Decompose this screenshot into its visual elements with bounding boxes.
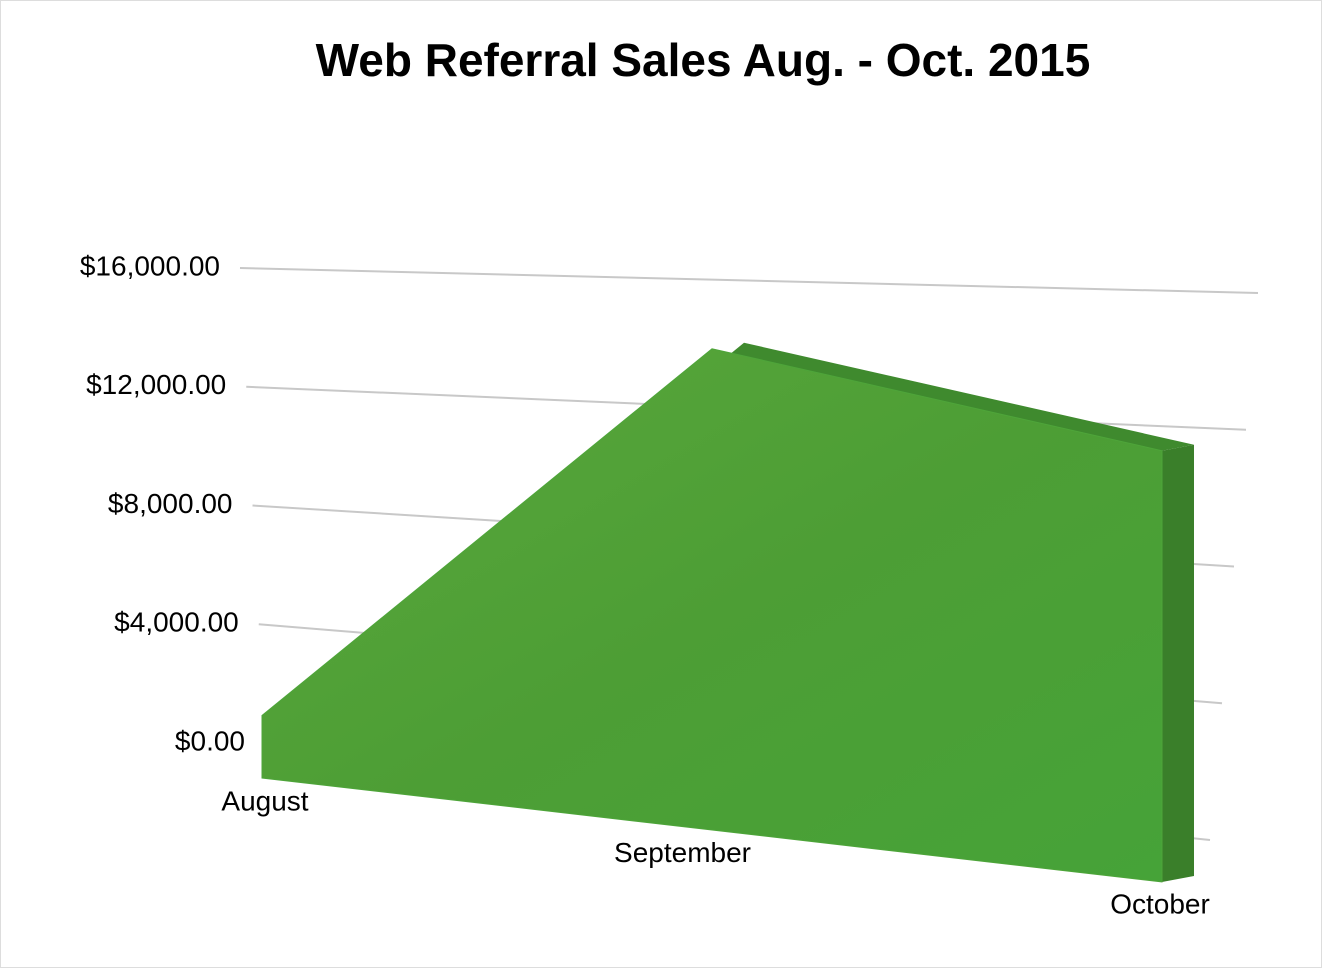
area	[261, 348, 1163, 883]
x-tick-label: August	[221, 785, 308, 816]
area-side	[1162, 444, 1194, 882]
x-tick-label: October	[1110, 888, 1210, 919]
grid-line	[239, 267, 1259, 294]
y-tick-label: $16,000.00	[80, 250, 220, 281]
chart-title: Web Referral Sales Aug. - Oct. 2015	[316, 34, 1091, 86]
x-tick-label: September	[614, 837, 751, 868]
y-tick-label: $8,000.00	[108, 488, 233, 519]
y-tick-label: $4,000.00	[114, 607, 239, 638]
y-tick-label: $12,000.00	[86, 369, 226, 400]
y-tick-label: $0.00	[175, 725, 245, 756]
